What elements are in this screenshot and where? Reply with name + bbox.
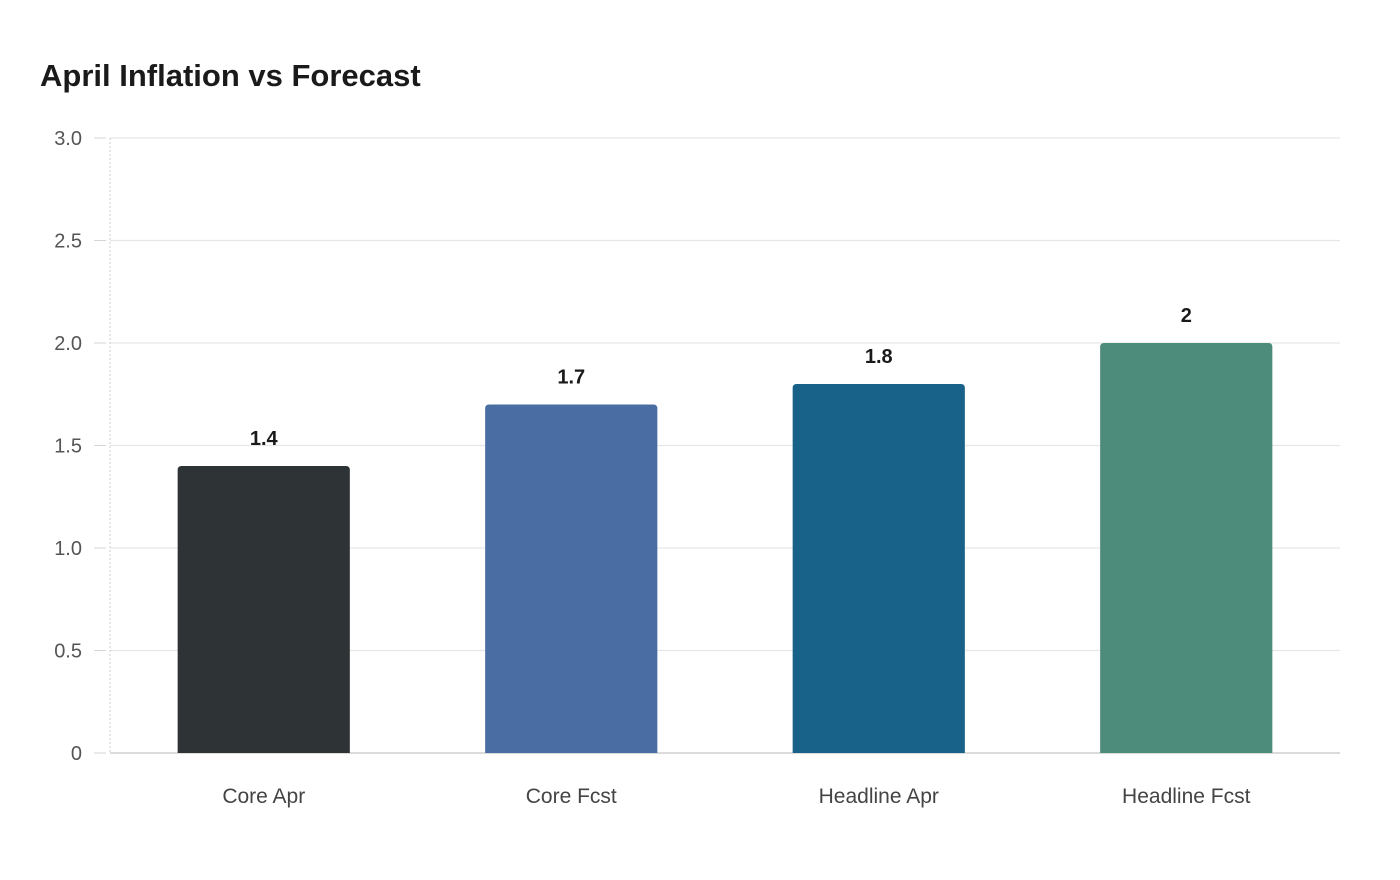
- bars: [177, 343, 1273, 753]
- data-labels: 1.4 1.7 1.8 2: [250, 305, 1192, 450]
- x-tick-label: Headline Apr: [819, 785, 939, 808]
- bar: [1100, 343, 1273, 753]
- bar: [792, 384, 965, 753]
- x-tick-label: Core Fcst: [526, 785, 617, 808]
- data-label: 1.4: [250, 428, 279, 450]
- bar: [177, 466, 350, 753]
- y-tick-label: 0.5: [54, 641, 82, 663]
- axes: 0 0.5 1.0 1.5 2.0 2.5 3.0 Core Apr Core Fcst Head…: [54, 128, 1340, 808]
- y-tick-label: 3.0: [54, 128, 82, 150]
- y-tick-label: 2.0: [54, 333, 82, 355]
- x-tick-label: Headline Fcst: [1122, 785, 1251, 808]
- bar: [485, 404, 658, 753]
- y-tick-label: 1.5: [54, 436, 82, 458]
- y-tick-label: 2.5: [54, 231, 82, 253]
- y-tick-label: 1.0: [54, 538, 82, 560]
- data-label: 1.7: [557, 367, 585, 389]
- chart-title: April Inflation vs Forecast: [40, 58, 421, 93]
- data-label: 1.8: [865, 346, 893, 368]
- x-tick-label: Core Apr: [222, 785, 305, 808]
- y-tick-label: 0: [71, 743, 82, 765]
- data-label: 2: [1181, 305, 1192, 327]
